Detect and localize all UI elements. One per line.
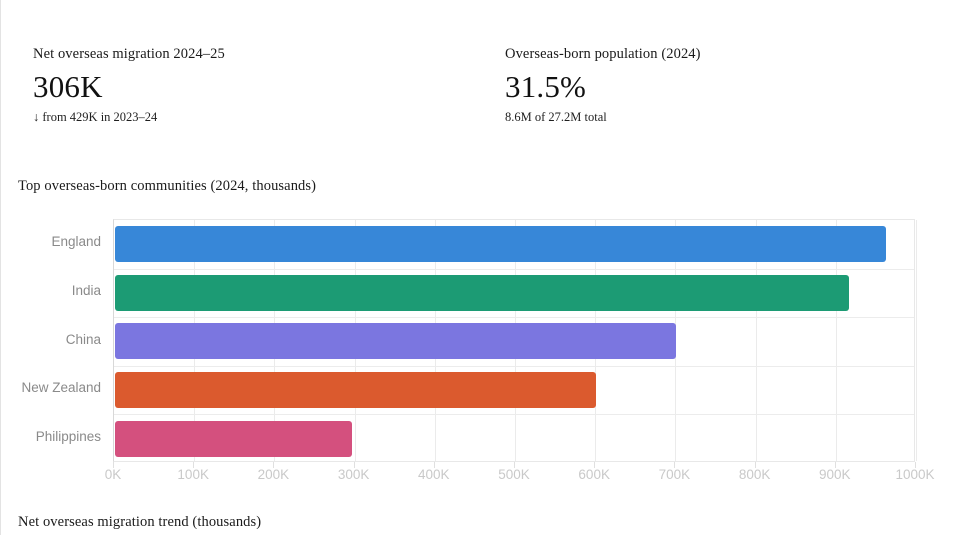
bar-row[interactable]: [114, 366, 914, 415]
x-tick-label: 500K: [498, 467, 530, 482]
bar-chart-title: Top overseas-born communities (2024, tho…: [18, 178, 317, 194]
category-label: England: [51, 234, 101, 250]
x-tick-mark: [193, 462, 195, 468]
x-tick-mark: [353, 462, 355, 468]
x-tick-label: 200K: [257, 467, 290, 482]
kpi-card-net-migration: Net overseas migration 2024–25 306K ↓ fr…: [33, 46, 503, 125]
kpi-subtext: ↓ from 429K in 2023–24: [33, 109, 158, 124]
x-tick-label: 0K: [104, 467, 122, 482]
bar-row[interactable]: [114, 220, 914, 269]
x-tick-mark: [915, 462, 916, 468]
kpi-label: Net overseas migration 2024–25: [33, 46, 225, 62]
kpi-row: Net overseas migration 2024–25 306K ↓ fr…: [1, 0, 956, 125]
x-tick-label: 100K: [177, 467, 209, 482]
bar-chart-plot-area: [113, 219, 917, 463]
gridline-horizontal: [114, 268, 914, 270]
x-tick-mark: [834, 462, 836, 468]
x-tick-mark: [273, 462, 275, 468]
x-tick-mark: [674, 462, 676, 468]
x-tick-label: 300K: [337, 467, 370, 482]
x-tick-label: 400K: [418, 467, 450, 482]
gridline-vertical: [835, 220, 837, 461]
x-tick-mark: [594, 462, 596, 468]
bar[interactable]: [115, 274, 849, 311]
x-tick-label: 800K: [738, 467, 771, 482]
x-tick-label: 600K: [578, 467, 610, 482]
x-tick-mark: [433, 462, 435, 468]
bar-row[interactable]: [114, 269, 914, 318]
bar[interactable]: [115, 323, 677, 360]
gridline-vertical: [916, 220, 917, 461]
kpi-value: 306K: [33, 69, 103, 104]
gridline-horizontal: [114, 317, 914, 319]
bar-chart: England India China New Zealand Philippines 0…: [1, 205, 956, 490]
x-tick-mark: [113, 462, 114, 468]
bar[interactable]: [115, 372, 597, 409]
gridline-vertical: [755, 220, 757, 461]
category-label: China: [65, 331, 101, 347]
trend-chart-title: Net overseas migration trend (thousands): [18, 514, 262, 530]
x-tick-label: 900K: [819, 467, 851, 482]
bar-row[interactable]: [114, 317, 914, 366]
kpi-card-overseas-born: Overseas-born population (2024) 31.5% 8.…: [505, 46, 701, 124]
x-tick-label: 700K: [658, 467, 691, 482]
x-tick-mark: [754, 462, 756, 468]
bar[interactable]: [115, 420, 353, 457]
x-tick-mark: [514, 462, 515, 468]
gridline-horizontal: [114, 365, 914, 367]
bar-row[interactable]: [114, 414, 914, 463]
category-label: New Zealand: [21, 380, 101, 396]
gridline-horizontal: [114, 414, 914, 416]
category-label: India: [71, 282, 101, 298]
x-tick-label: 1000K: [895, 467, 935, 482]
category-label: Philippines: [35, 428, 101, 444]
bar[interactable]: [115, 226, 886, 263]
